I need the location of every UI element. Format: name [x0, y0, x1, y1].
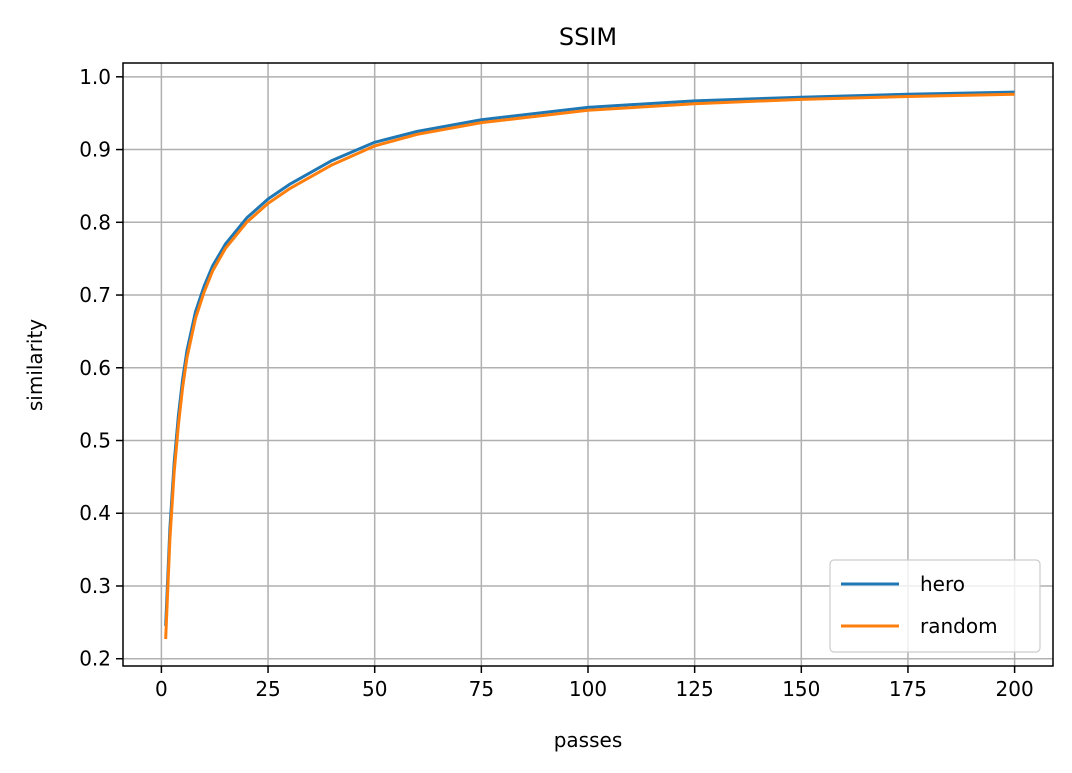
- x-tick-label: 150: [782, 677, 820, 701]
- x-tick-label: 200: [996, 677, 1034, 701]
- y-axis: 0.2 0.3 0.4 0.5 0.6 0.7 0.8 0.9 1.0: [79, 65, 123, 671]
- y-tick-label: 0.2: [79, 647, 111, 671]
- x-tick-label: 175: [889, 677, 927, 701]
- x-tick-label: 0: [155, 677, 168, 701]
- y-tick-label: 0.8: [79, 210, 111, 234]
- y-tick-label: 0.9: [79, 138, 111, 162]
- y-tick-label: 0.7: [79, 283, 111, 307]
- legend-label-random: random: [920, 614, 998, 638]
- x-tick-label: 100: [569, 677, 607, 701]
- x-tick-label: 125: [676, 677, 714, 701]
- y-tick-label: 0.3: [79, 574, 111, 598]
- x-tick-label: 50: [362, 677, 387, 701]
- legend-label-hero: hero: [920, 572, 965, 596]
- y-tick-label: 0.4: [79, 501, 111, 525]
- chart-title: SSIM: [559, 23, 617, 51]
- x-axis-title: passes: [554, 728, 623, 752]
- y-axis-title: similarity: [23, 319, 47, 411]
- x-tick-label: 25: [255, 677, 280, 701]
- y-tick-label: 1.0: [79, 65, 111, 89]
- x-axis: 0 25 50 75 100 125 150 175 200: [155, 666, 1034, 701]
- series-line-random: [164, 92, 1015, 640]
- legend: hero random: [829, 559, 1041, 653]
- x-tick-label: 75: [469, 677, 494, 701]
- y-tick-label: 0.6: [79, 356, 111, 380]
- series-layer: [164, 90, 1015, 640]
- y-tick-label: 0.5: [79, 429, 111, 453]
